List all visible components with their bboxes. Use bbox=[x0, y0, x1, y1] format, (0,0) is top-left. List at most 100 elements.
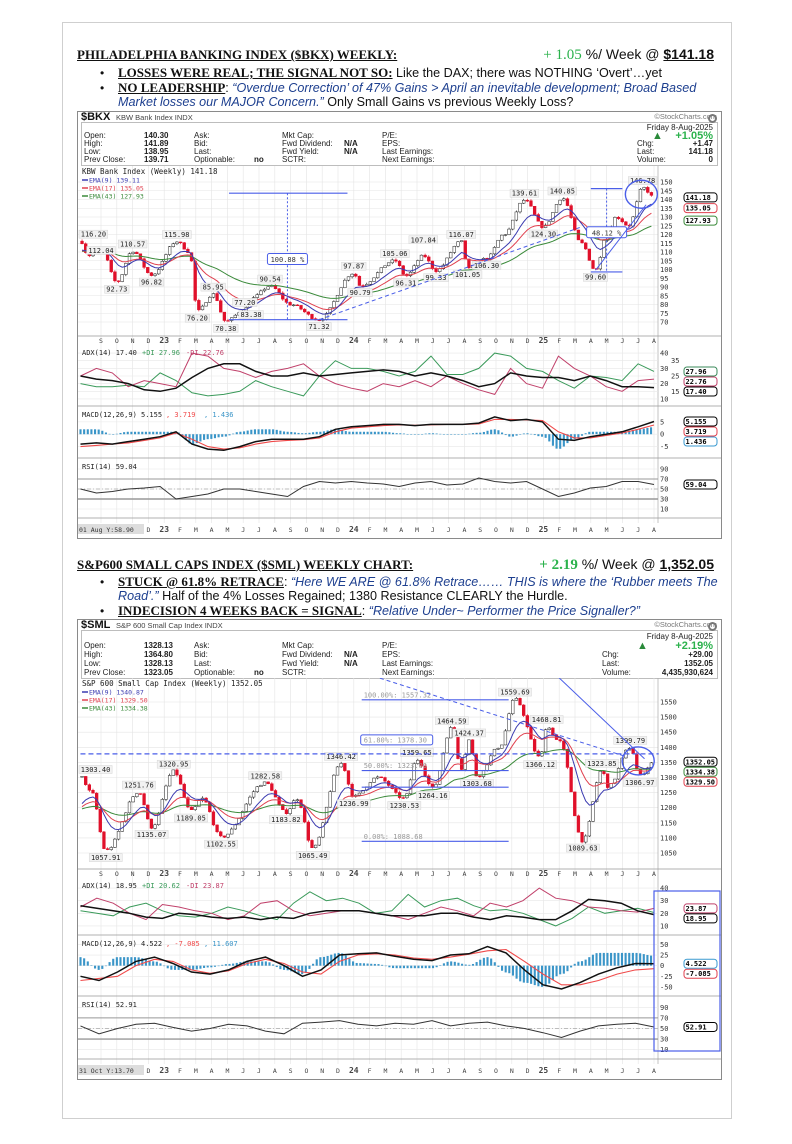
price-label: 1464.59 bbox=[437, 717, 467, 725]
candle bbox=[186, 797, 190, 808]
macd-histogram-bar bbox=[304, 965, 307, 973]
macd-histogram-bar bbox=[228, 963, 231, 966]
candle bbox=[131, 796, 135, 803]
adx-value-tag-box bbox=[683, 376, 718, 387]
change-value: + 2.19 bbox=[539, 557, 578, 573]
candle bbox=[135, 793, 139, 798]
macd-histogram-bar bbox=[402, 433, 405, 435]
candle bbox=[532, 206, 537, 215]
candle bbox=[565, 749, 570, 768]
price-label: 110.57 bbox=[120, 241, 145, 249]
x-axis-label-bottom: A bbox=[652, 1067, 656, 1075]
ema-legend: EMA(9) 1340.87 bbox=[89, 689, 144, 697]
info-label: Open: bbox=[84, 131, 106, 140]
macd-histogram-bar bbox=[453, 434, 456, 435]
indicator-tick-label: 90 bbox=[660, 1004, 668, 1012]
price-tick-label: 125 bbox=[660, 222, 673, 230]
adx-value-tag-box bbox=[683, 366, 718, 377]
candle bbox=[459, 240, 464, 243]
macd-histogram-bar bbox=[242, 431, 246, 435]
candle bbox=[328, 791, 332, 808]
rsi-value-tag-box bbox=[683, 479, 718, 490]
bullet-icon: • bbox=[100, 81, 105, 95]
x-axis-label-bottom: S bbox=[289, 526, 293, 534]
change-suffix: %/ Week @ bbox=[581, 46, 664, 62]
candle bbox=[598, 770, 602, 783]
x-axis-label-bottom: M bbox=[383, 526, 387, 534]
candle bbox=[343, 279, 347, 289]
candle bbox=[602, 240, 606, 258]
price-label-group: 1057.91 bbox=[88, 853, 123, 862]
price-label-box bbox=[213, 324, 239, 333]
minus-di-line bbox=[80, 352, 655, 395]
x-axis-label: J bbox=[431, 870, 435, 878]
x-axis-label: J bbox=[620, 870, 624, 878]
price-label-group: 1323.85 bbox=[585, 759, 619, 768]
x-axis-label-bottom: F bbox=[178, 1067, 182, 1075]
x-axis-label: O bbox=[494, 870, 498, 878]
price-label: 1559.69 bbox=[500, 689, 530, 697]
info-label: High: bbox=[84, 650, 103, 659]
price-label-box bbox=[341, 262, 367, 271]
macd-histogram-bar bbox=[213, 434, 217, 439]
macd-histogram-bar bbox=[228, 434, 231, 436]
x-axis-label-bottom: J bbox=[257, 526, 261, 534]
macd-histogram-bar bbox=[573, 963, 576, 966]
quote-info-box: Open: 1328.13 High: 1364.80 Low: 1328.13 Prev … bbox=[81, 630, 718, 679]
price-label: 1323.85 bbox=[587, 760, 617, 768]
macd-histogram-bar bbox=[341, 430, 344, 435]
x-axis-label-bottom: S bbox=[478, 1067, 482, 1075]
candle bbox=[427, 256, 431, 262]
x-axis-label-bottom: A bbox=[399, 526, 403, 534]
chart-name: S&P 600 Small Cap Index INDX bbox=[116, 621, 223, 630]
section-heading-sml: S&P600 SMALL CAPS INDEX ($SML) WEEKLY CH… bbox=[77, 556, 720, 574]
macd-histogram-bar bbox=[435, 965, 438, 968]
candle bbox=[456, 241, 460, 247]
price-label: 1135.07 bbox=[137, 831, 167, 839]
macd-histogram-bar bbox=[115, 433, 118, 435]
candle bbox=[343, 763, 347, 771]
macd-histogram-bar bbox=[123, 957, 126, 966]
candle bbox=[135, 251, 139, 255]
plus-di-legend: +DI 27.96 bbox=[142, 349, 180, 357]
candle bbox=[562, 740, 566, 750]
price-label-box bbox=[238, 310, 264, 319]
macd-histogram-bar bbox=[224, 434, 227, 437]
price-label-box bbox=[134, 830, 169, 839]
candle bbox=[222, 311, 227, 321]
chart-settings-icon[interactable] bbox=[708, 114, 717, 123]
x-axis-label-bottom: O bbox=[304, 526, 308, 534]
indicator-tick-label: 0 bbox=[660, 431, 664, 439]
price-tick-label: 150 bbox=[660, 179, 673, 187]
candle bbox=[427, 775, 431, 785]
price-label-box bbox=[347, 288, 373, 297]
macd-histogram-bar bbox=[261, 961, 264, 966]
price-tick-label: 95 bbox=[660, 275, 668, 283]
candle bbox=[259, 290, 263, 295]
price-label-box bbox=[623, 778, 657, 787]
macd-histogram-bar bbox=[337, 429, 340, 435]
x-axis-label-bottom: N bbox=[510, 1067, 514, 1075]
indicator-tick-label: 10 bbox=[660, 1046, 668, 1054]
indicator-tick-label: 25 bbox=[660, 952, 668, 960]
macd-histogram-bar bbox=[428, 433, 431, 435]
candle bbox=[193, 806, 197, 810]
candle bbox=[445, 737, 449, 754]
macd-histogram-bar bbox=[599, 952, 602, 966]
macd-histogram-bar bbox=[297, 432, 300, 435]
x-axis-label: N bbox=[131, 337, 135, 345]
info-label: Bid: bbox=[194, 139, 208, 148]
macd-histogram-bar bbox=[370, 963, 373, 966]
candle bbox=[120, 274, 124, 282]
candle bbox=[266, 286, 270, 290]
macd-histogram-bar bbox=[352, 961, 355, 966]
index-name: S&P 600 Small Cap Index bbox=[116, 621, 203, 630]
macd-histogram-bar bbox=[79, 429, 82, 435]
price-label: 1183.82 bbox=[271, 816, 301, 824]
price-label: 1189.05 bbox=[176, 815, 206, 823]
info-value: 140.30 bbox=[144, 131, 169, 140]
candle bbox=[419, 254, 424, 261]
macd-histogram-bar bbox=[217, 434, 220, 438]
chart-settings-icon[interactable] bbox=[708, 622, 717, 631]
price-label-box bbox=[585, 759, 619, 768]
